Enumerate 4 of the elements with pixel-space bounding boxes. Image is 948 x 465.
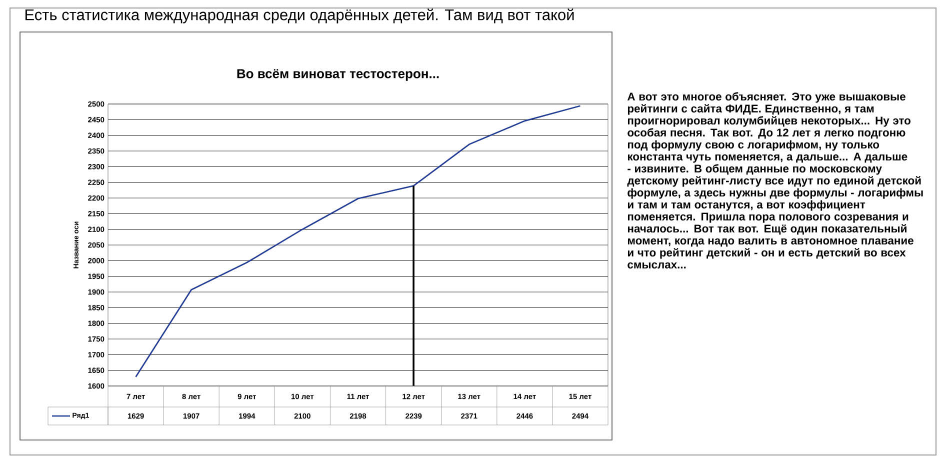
chart-title: Есть статистика международная среди одарённых детей. Там вид вот такой bbox=[25, 8, 574, 24]
chart-subtitle: Во всём виноват тестостерон... bbox=[237, 69, 439, 81]
text: А вот это многое объясняет. Это уже вышаковые рейтинги с сайта ФИДЕ. Единственно, я там проигнорировал колумбийцев некоторых... Ну это особая песня. Так вот. До 12 лет я легко подгоню под формулу свою с логарифмом, ну только константа чуть поменяется, а дальше... А дальше - извините. В общем данные по московскому детскому рейтинг-листу все идут по единой детской формуле, а здесь нужны две формулы - логарифмы и там и там останутся, а вот коэффициент поменяется. Пришла пора полового созревания и началось... Вот так вот. Ещё один показательный момент, когда надо валить в автономное плавание и что рейтинг детский - он и есть детский во всех смыслах... bbox=[627, 92, 923, 269]
line-series bbox=[135, 105, 581, 378]
